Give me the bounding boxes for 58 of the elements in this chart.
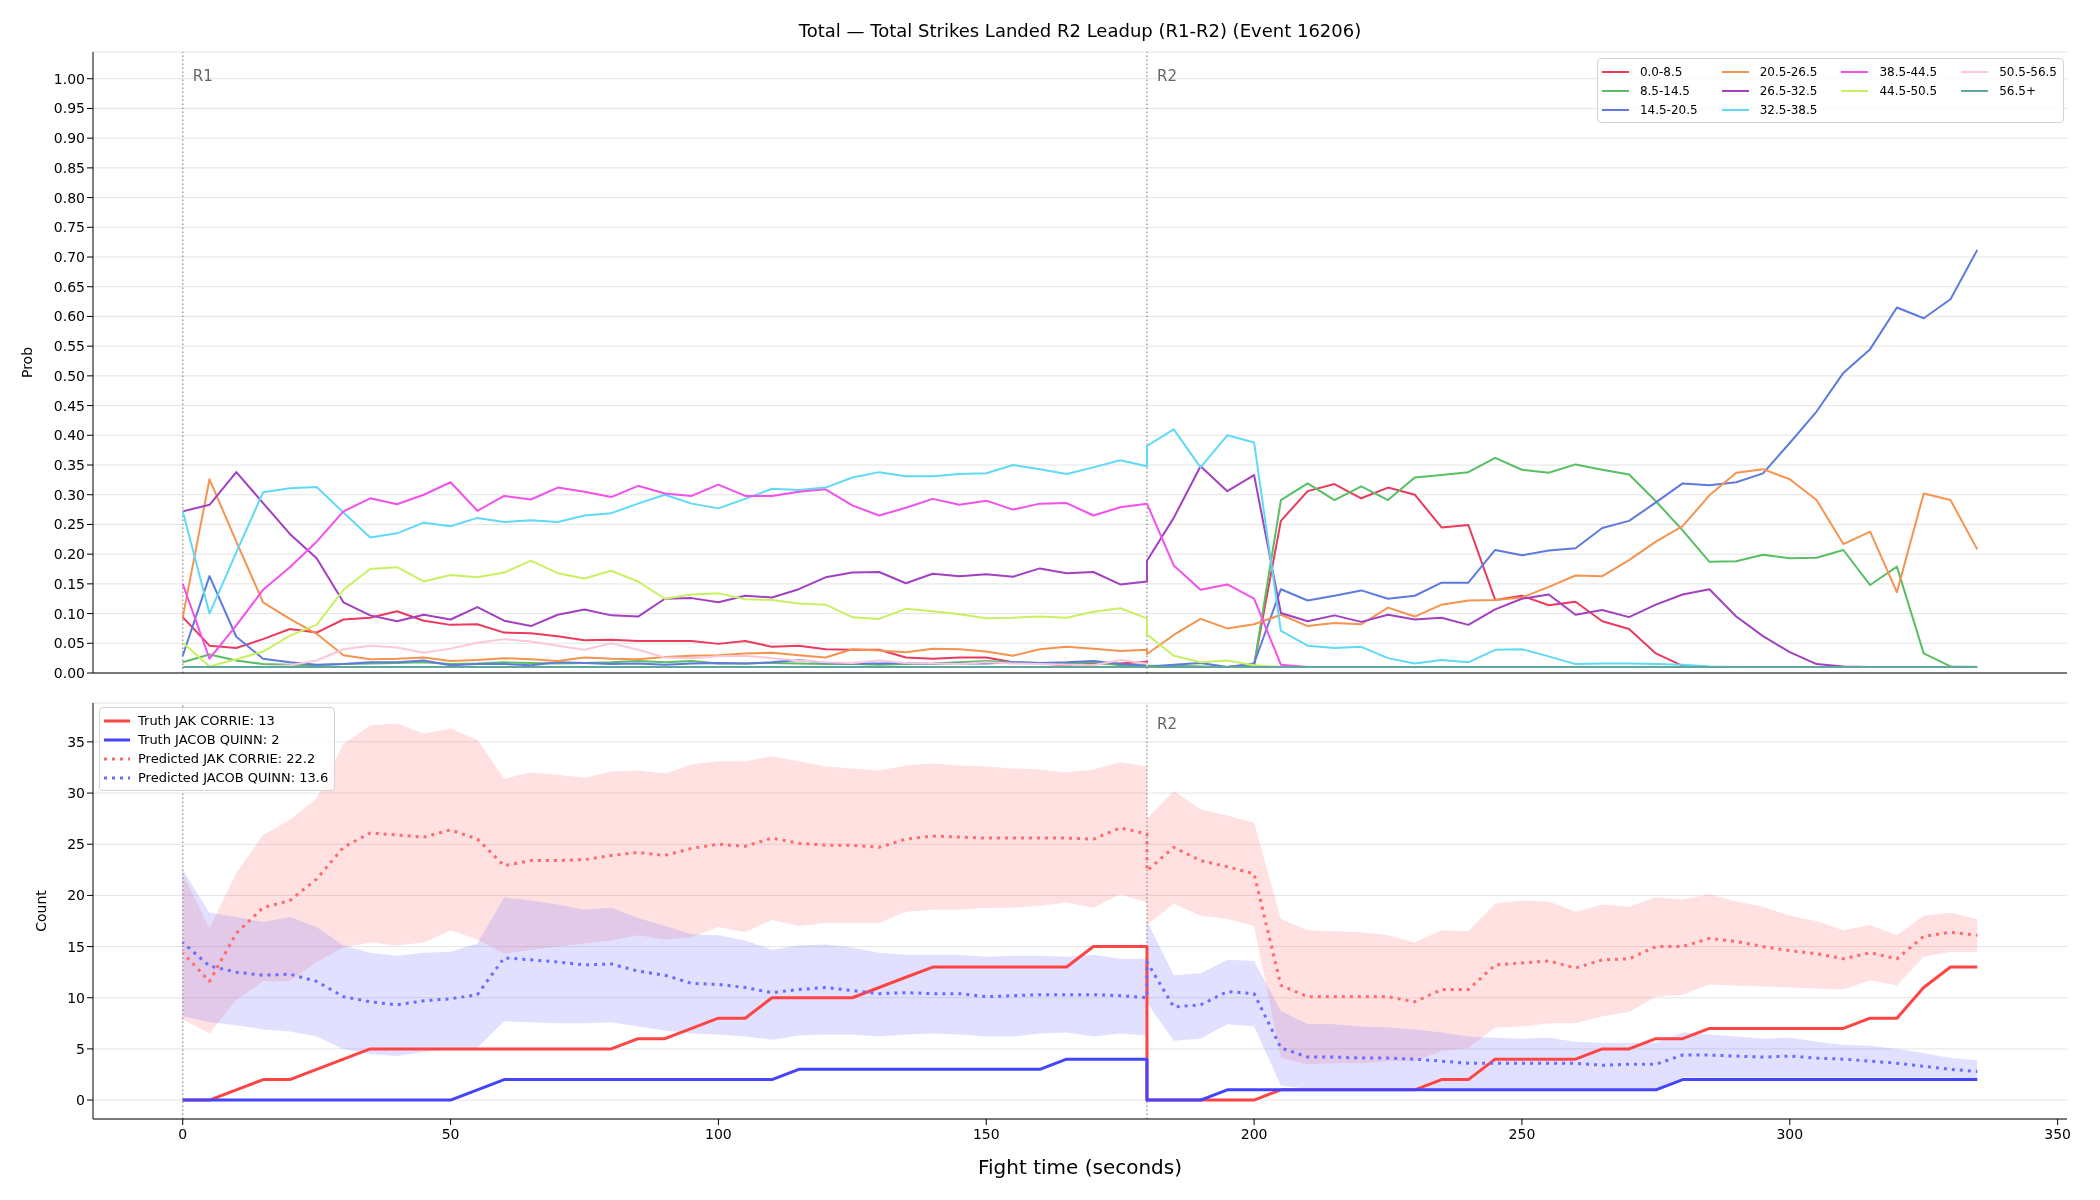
legend-label: 56.5+ [1999, 83, 2036, 98]
y-tick-label: 0.45 [53, 397, 85, 414]
y-tick-label: 0.15 [53, 575, 85, 592]
y-axis-title: Prob [19, 346, 36, 379]
y-tick-label: 0.60 [53, 308, 85, 325]
y-tick-label: 0.70 [53, 248, 85, 265]
y-tick-label: 0.25 [53, 516, 85, 533]
x-tick-label: 250 [1508, 1125, 1536, 1142]
legend-label: 14.5-20.5 [1639, 102, 1698, 117]
chart-title: Total — Total Strikes Landed R2 Leadup (R1-R2) (Event 16206) [797, 20, 1363, 42]
x-tick-label: 350 [2044, 1125, 2071, 1142]
y-tick-label: 1.00 [53, 70, 85, 87]
y-tick-label: 0.30 [53, 486, 85, 503]
legend-label: 20.5-26.5 [1759, 64, 1818, 79]
legend-label: Predicted JACOB QUINN: 13.6 [138, 770, 329, 785]
y-tick-label: 5 [76, 1040, 85, 1057]
legend-label: 8.5-14.5 [1639, 83, 1691, 98]
y-tick-label: 30 [67, 785, 85, 802]
x-tick-label: 200 [1240, 1125, 1268, 1142]
y-tick-label: 10 [67, 989, 85, 1006]
y-tick-label: 0.95 [53, 100, 85, 117]
x-tick-label: 150 [972, 1125, 1000, 1142]
legend-label: 26.5-32.5 [1759, 83, 1818, 98]
legend-label: Predicted JAK CORRIE: 22.2 [138, 751, 316, 766]
ref-line-label: R2 [1156, 715, 1177, 734]
y-tick-label: 25 [67, 836, 85, 853]
x-tick-label: 50 [441, 1125, 460, 1142]
y-tick-label: 20 [67, 887, 85, 904]
y-tick-label: 0.80 [53, 189, 85, 206]
legend-label: 38.5-44.5 [1879, 64, 1938, 79]
y-tick-label: 0.05 [53, 635, 85, 652]
y-tick-label: 0.65 [53, 278, 85, 295]
x-tick-label: 0 [178, 1125, 188, 1142]
y-tick-label: 0.55 [53, 338, 85, 355]
y-axis-title: Count [32, 889, 49, 932]
x-tick-label: 300 [1776, 1125, 1804, 1142]
legend-label: 50.5-56.5 [1999, 64, 2057, 79]
y-tick-label: 0.85 [53, 159, 85, 176]
x-axis-title: Fight time (seconds) [977, 1155, 1183, 1179]
y-tick-label: 0.40 [53, 427, 85, 444]
y-tick-label: 35 [67, 733, 85, 750]
y-tick-label: 0.10 [53, 605, 85, 622]
y-tick-label: 0.50 [53, 367, 85, 384]
y-tick-label: 15 [67, 938, 85, 955]
y-tick-label: 0.20 [53, 546, 85, 563]
legend-label: 32.5-38.5 [1759, 102, 1818, 117]
y-tick-label: 0.75 [53, 219, 85, 236]
y-tick-label: 0 [76, 1092, 85, 1109]
ref-line-label: R1 [192, 67, 213, 86]
y-tick-label: 0.35 [53, 456, 85, 473]
y-tick-label: 0.90 [53, 130, 85, 147]
legend-label: 44.5-50.5 [1879, 83, 1938, 98]
legend-label: Truth JACOB QUINN: 2 [138, 732, 280, 747]
ref-line-label: R2 [1156, 67, 1177, 86]
legend-label: 0.0-8.5 [1639, 64, 1683, 79]
x-tick-label: 100 [705, 1125, 732, 1142]
legend-label: Truth JAK CORRIE: 13 [138, 713, 275, 728]
y-tick-label: 0.00 [53, 664, 85, 681]
